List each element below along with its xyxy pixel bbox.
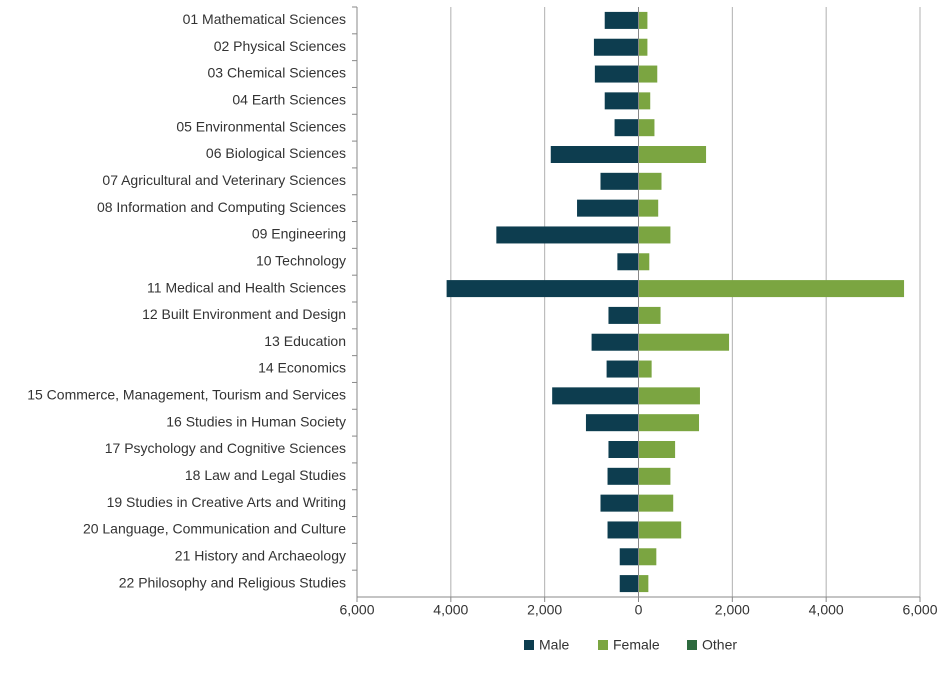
bar (594, 65, 639, 83)
bar (552, 387, 639, 405)
bar (638, 387, 700, 405)
bar (604, 11, 639, 29)
bar (638, 521, 682, 539)
bar (604, 92, 639, 110)
bar (638, 199, 659, 217)
y-tick-label: 17 Psychology and Cognitive Sciences (105, 440, 346, 456)
y-tick-label: 20 Language, Communication and Culture (83, 521, 346, 537)
y-tick-label: 18 Law and Legal Studies (185, 467, 346, 483)
x-tick-label: 6,000 (339, 602, 374, 618)
y-tick-label: 19 Studies in Creative Arts and Writing (107, 494, 346, 510)
bar (638, 253, 650, 271)
bar (608, 306, 639, 324)
x-tick-label: 6,000 (902, 602, 937, 618)
bar (638, 146, 707, 163)
bar (619, 575, 639, 593)
y-tick-label: 08 Information and Computing Sciences (97, 199, 346, 215)
legend-swatch (687, 640, 697, 650)
bar (638, 494, 674, 512)
bar (638, 306, 661, 324)
y-tick-label: 04 Earth Sciences (232, 92, 346, 108)
bar (638, 441, 676, 458)
y-tick-label: 10 Technology (256, 252, 346, 268)
bar (638, 11, 648, 29)
bar (638, 119, 655, 137)
x-tick-label: 4,000 (809, 602, 844, 618)
x-tick-label: 2,000 (715, 602, 750, 618)
bar (619, 548, 639, 566)
y-tick-label: 21 History and Archaeology (175, 547, 346, 563)
y-tick-label: 13 Education (264, 333, 346, 349)
bar (577, 199, 639, 217)
bar (607, 521, 639, 539)
y-tick-label: 22 Philosophy and Religious Studies (119, 574, 346, 590)
bar (638, 360, 652, 378)
y-tick-label: 01 Mathematical Sciences (183, 11, 346, 27)
y-tick-label: 05 Environmental Sciences (176, 118, 346, 134)
bar (593, 38, 639, 56)
bar (638, 172, 662, 190)
y-tick-label: 12 Built Environment and Design (142, 306, 346, 322)
bar (446, 280, 639, 298)
bar (608, 441, 639, 458)
bar (617, 253, 639, 271)
x-tick-label: 0 (635, 602, 643, 618)
legend-label: Male (539, 637, 570, 653)
x-tick-label: 2,000 (527, 602, 562, 618)
bar (638, 467, 671, 485)
bar (606, 360, 639, 378)
bar (638, 414, 700, 432)
bar (638, 226, 671, 244)
y-tick-label: 11 Medical and Health Sciences (147, 279, 346, 295)
y-tick-label: 02 Physical Sciences (214, 38, 346, 54)
bar (638, 38, 648, 56)
bar (550, 146, 639, 163)
bar (638, 92, 651, 110)
y-tick-label: 09 Engineering (252, 226, 346, 242)
legend-label: Female (613, 637, 660, 653)
y-tick-label: 07 Agricultural and Veterinary Sciences (102, 172, 346, 188)
y-tick-label: 15 Commerce, Management, Tourism and Ser… (27, 387, 346, 403)
legend-swatch (524, 640, 534, 650)
bar (600, 494, 639, 512)
bar (585, 414, 639, 432)
bar (638, 548, 657, 566)
bar (600, 172, 639, 190)
y-tick-label: 14 Economics (258, 360, 346, 376)
y-tick-label: 03 Chemical Sciences (207, 65, 346, 81)
bar (496, 226, 639, 244)
bar (638, 333, 730, 351)
x-tick-label: 4,000 (433, 602, 468, 618)
bar (638, 280, 905, 298)
bar (607, 467, 639, 485)
bar (614, 119, 639, 137)
legend-swatch (598, 640, 608, 650)
bar (638, 575, 649, 593)
bar (591, 333, 639, 351)
y-tick-label: 06 Biological Sciences (206, 145, 346, 161)
legend-label: Other (702, 637, 737, 653)
y-tick-label: 16 Studies in Human Society (166, 413, 346, 429)
bar (638, 65, 658, 83)
